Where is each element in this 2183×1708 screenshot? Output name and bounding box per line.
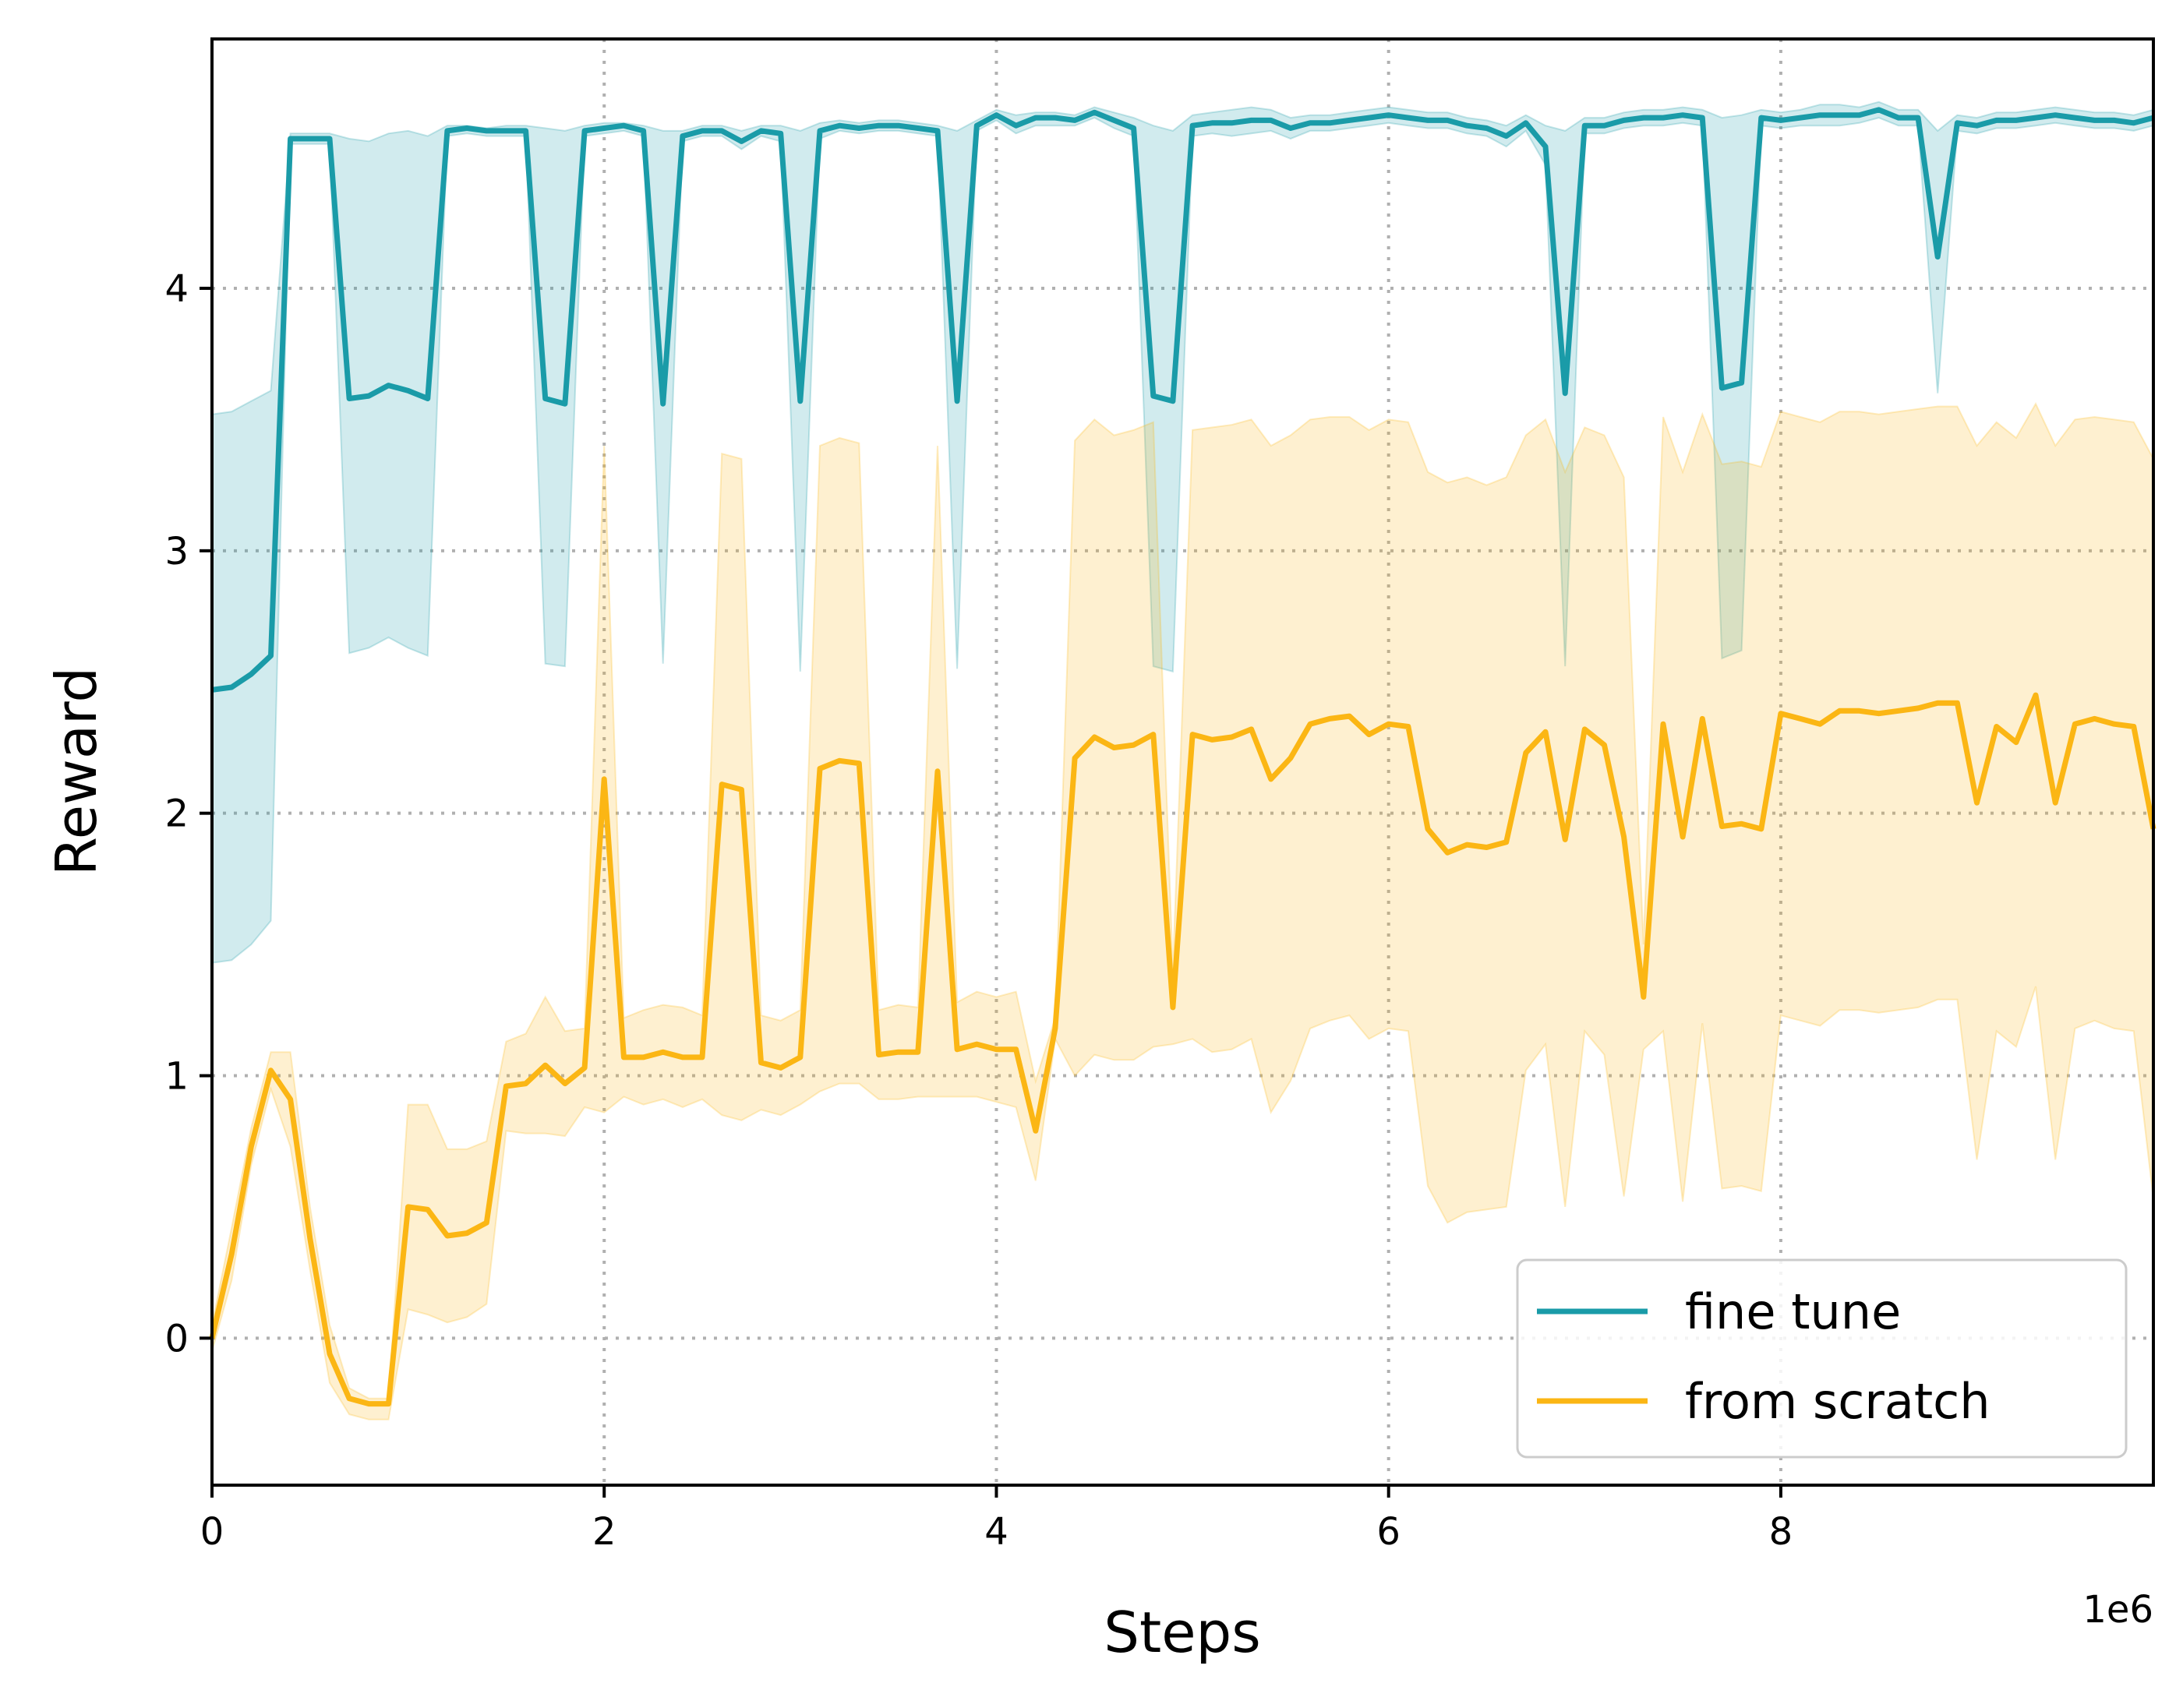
legend-label-fine-tune: fine tune bbox=[1685, 1283, 1901, 1340]
x-tick-label-3: 6 bbox=[1376, 1510, 1401, 1554]
x-axis-title: Steps bbox=[1104, 1600, 1260, 1665]
series-lines bbox=[209, 107, 2157, 1407]
y-tick-label-1: 1 bbox=[164, 1055, 189, 1099]
plot-frame bbox=[210, 37, 2155, 1487]
x-axis-offset-label: 1e6 bbox=[2082, 1588, 2153, 1632]
y-tick-label-2: 2 bbox=[164, 792, 189, 836]
legend: fine tune from scratch bbox=[1516, 1258, 2128, 1459]
y-tick-label-4: 4 bbox=[164, 267, 189, 311]
x-tick-label-0: 0 bbox=[200, 1510, 224, 1554]
x-tick-label-2: 4 bbox=[984, 1510, 1008, 1554]
series-line-from-scratch bbox=[209, 692, 2157, 1407]
y-tick-label-0: 0 bbox=[164, 1317, 189, 1360]
x-tick-label-1: 2 bbox=[592, 1510, 616, 1554]
legend-frame bbox=[1516, 1258, 2128, 1459]
legend-label-from-scratch: from scratch bbox=[1685, 1373, 1990, 1430]
y-axis-title: Reward bbox=[44, 667, 109, 876]
y-tick-label-3: 3 bbox=[164, 530, 189, 573]
series-line-fine-tune bbox=[211, 107, 2154, 693]
x-tick-label-4: 8 bbox=[1769, 1510, 1793, 1554]
axes: 0 2 4 6 8 0 1 2 3 4 bbox=[164, 37, 2155, 1554]
